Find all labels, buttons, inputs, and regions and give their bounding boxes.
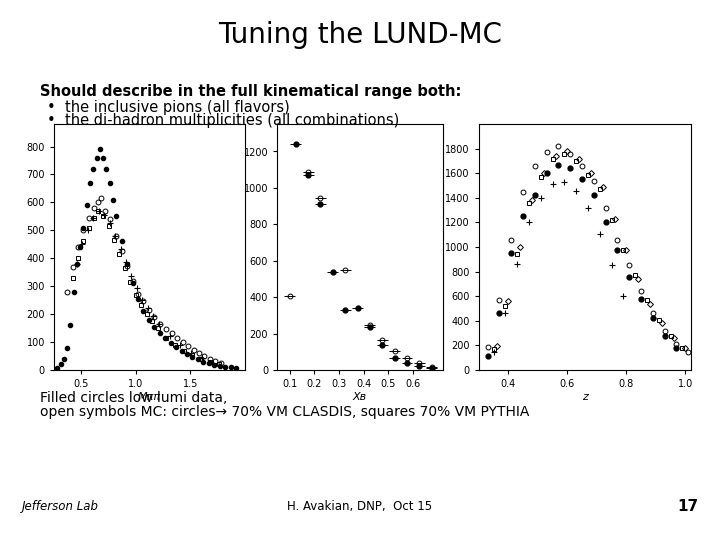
Text: open symbols MC: circles→ 70% VM CLASDIS, squares 70% VM PYTHIA: open symbols MC: circles→ 70% VM CLASDIS… xyxy=(40,405,529,419)
X-axis label: z: z xyxy=(582,392,588,402)
Text: •  the inclusive pions (all flavors): • the inclusive pions (all flavors) xyxy=(47,100,289,115)
Text: Jefferson Lab: Jefferson Lab xyxy=(22,500,99,513)
Text: •  the di-hadron multiplicities (all combinations): • the di-hadron multiplicities (all comb… xyxy=(47,113,399,129)
Text: Should describe in the full kinematical range both:: Should describe in the full kinematical … xyxy=(40,84,461,99)
X-axis label: Xʙ: Xʙ xyxy=(353,392,367,402)
Text: 17: 17 xyxy=(678,499,698,514)
X-axis label: Mππ: Mππ xyxy=(138,392,161,402)
Text: Filled circles low lumi data,: Filled circles low lumi data, xyxy=(40,392,227,406)
Text: H. Avakian, DNP,  Oct 15: H. Avakian, DNP, Oct 15 xyxy=(287,500,433,513)
Text: Tuning the LUND-MC: Tuning the LUND-MC xyxy=(218,21,502,49)
